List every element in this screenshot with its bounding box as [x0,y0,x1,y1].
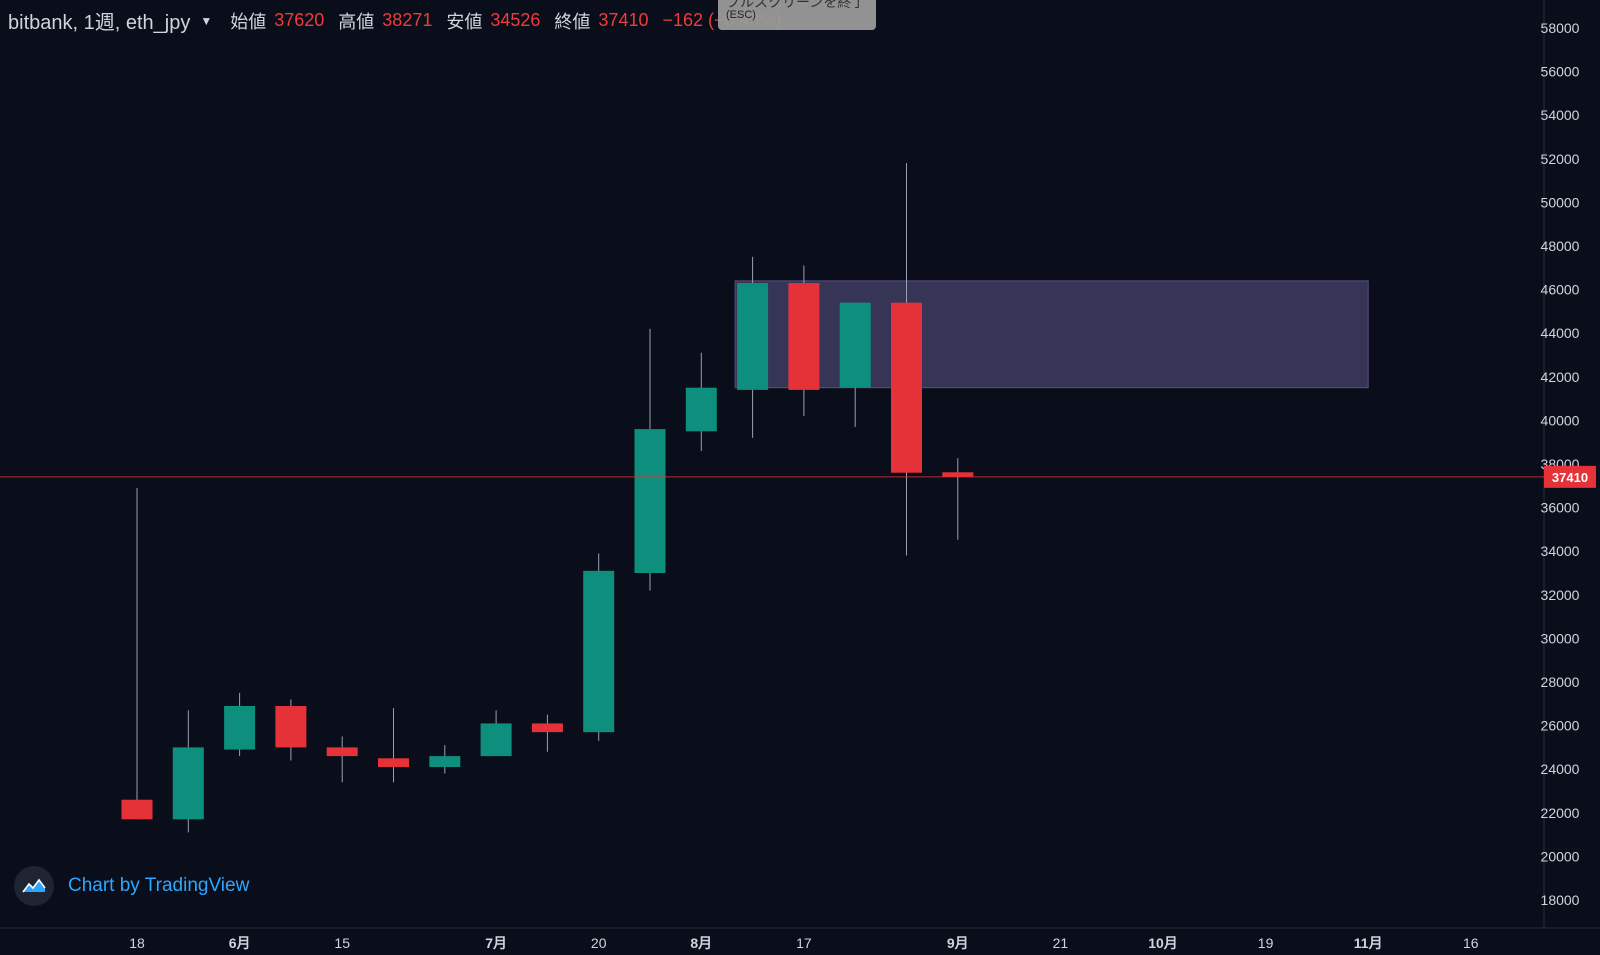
candle[interactable] [172,710,204,833]
candle-body [429,756,461,768]
candle-body [737,283,769,390]
x-tick-label: 19 [1258,935,1274,951]
candle[interactable] [685,352,717,451]
candle-body [224,705,256,750]
open-value: 37620 [274,10,325,30]
x-tick-label: 8月 [690,935,712,951]
last-price-badge [1544,465,1596,488]
candle[interactable] [531,714,563,752]
x-tick-label: 10月 [1148,935,1178,951]
chevron-down-icon[interactable]: ▼ [200,13,213,28]
candle-body [942,472,974,477]
y-tick-label: 42000 [1541,369,1580,385]
candle-body [634,429,666,573]
close-label: 終値 [554,11,591,32]
chart-legend: bitbank, 1週, eth_jpy ▼ 始値 37620 高値 38271… [8,6,788,35]
y-tick-label: 18000 [1541,892,1580,908]
candle[interactable] [788,265,820,417]
exit-fullscreen-tooltip[interactable]: フルスクリーンを終了 (ESC) [718,0,876,30]
candle[interactable] [224,692,256,757]
candle-body [378,758,409,768]
tradingview-logo-icon [14,866,54,906]
y-tick-label: 28000 [1541,674,1580,690]
x-tick-label: 17 [796,935,812,951]
candle[interactable] [275,699,307,761]
candle-body [121,799,153,820]
x-tick-label: 16 [1463,935,1479,951]
candle[interactable] [634,328,666,591]
x-tick-label: 20 [591,935,607,951]
y-tick-label: 56000 [1541,64,1580,80]
x-tick-label: 6月 [229,935,251,951]
last-price-label: 37410 [1552,470,1588,485]
y-tick-label: 36000 [1541,500,1580,516]
y-tick-label: 46000 [1541,282,1580,298]
y-tick-label: 52000 [1541,151,1580,167]
x-tick-label: 18 [129,935,145,951]
y-tick-label: 54000 [1541,107,1580,123]
candle[interactable] [378,708,409,783]
candle[interactable] [480,710,512,757]
candle[interactable] [326,736,358,783]
candle[interactable] [891,163,922,556]
candle-body [531,723,563,733]
candle-body [788,283,820,390]
symbol-label[interactable]: bitbank, 1週, eth_jpy [8,12,191,34]
candle[interactable] [583,553,615,741]
candle-body [275,705,307,748]
esc-hint: (ESC) [726,9,756,21]
y-tick-label: 58000 [1541,20,1580,36]
candle[interactable] [121,487,153,820]
x-tick-label: 15 [334,935,350,951]
close-value: 37410 [598,10,649,30]
y-tick-label: 24000 [1541,761,1580,777]
low-label: 安値 [446,11,483,32]
candle-body [839,302,871,388]
y-tick-label: 40000 [1541,412,1580,428]
exit-fullscreen-text: フルスクリーンを終了 [726,0,866,10]
x-tick-label: 21 [1053,935,1069,951]
x-tick-label: 9月 [947,935,969,951]
candle-body [172,747,204,820]
y-tick-label: 44000 [1541,325,1580,341]
candle-body [891,302,922,473]
y-tick-label: 26000 [1541,718,1580,734]
candle-body [326,747,358,757]
resistance-zone[interactable] [734,280,1369,389]
candle[interactable] [839,302,871,427]
candle-body [480,723,512,757]
candle[interactable] [942,458,974,540]
candle[interactable] [737,256,769,438]
y-tick-label: 30000 [1541,630,1580,646]
y-tick-label: 34000 [1541,543,1580,559]
y-tick-label: 32000 [1541,587,1580,603]
y-tick-label: 22000 [1541,805,1580,821]
high-label: 高値 [338,11,375,32]
y-tick-label: 48000 [1541,238,1580,254]
candle-body [583,570,615,733]
tradingview-watermark[interactable]: Chart by TradingView [14,866,249,906]
x-tick-label: 7月 [485,935,507,951]
open-label: 始値 [230,11,267,32]
high-value: 38271 [382,10,433,30]
candle[interactable] [429,745,461,774]
y-tick-label: 20000 [1541,848,1580,864]
candle-body [685,387,717,432]
y-tick-label: 50000 [1541,194,1580,210]
x-tick-label: 11月 [1354,935,1383,951]
watermark-text: Chart by TradingView [68,875,250,896]
low-value: 34526 [490,10,541,30]
